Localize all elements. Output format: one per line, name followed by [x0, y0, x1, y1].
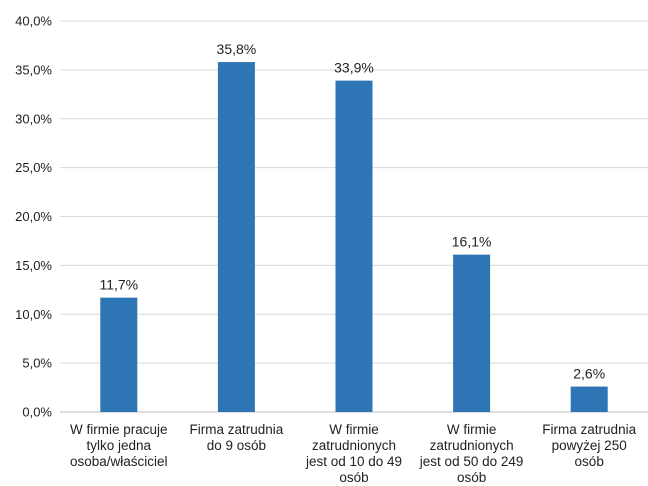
bar	[100, 297, 138, 412]
y-tick-label: 20,0%	[15, 209, 52, 224]
bar	[570, 386, 608, 412]
y-tick-label: 10,0%	[15, 307, 52, 322]
y-tick-label: 30,0%	[15, 111, 52, 126]
bar	[335, 80, 373, 412]
data-label: 16,1%	[452, 234, 492, 250]
x-tick-label: W firmie zatrudnionych jest od 50 do 249 os…	[419, 422, 524, 485]
x-tick-label: Firma zatrudnia powyżej 250 osób	[542, 422, 636, 469]
x-tick-label: Firma zatrudnia do 9 osób	[190, 422, 284, 453]
data-label: 35,8%	[217, 41, 257, 57]
y-tick-label: 25,0%	[15, 160, 52, 175]
x-tick-label: W firmie zatrudnionych jest od 10 do 49 osó…	[305, 422, 402, 485]
y-tick-label: 0,0%	[22, 405, 52, 420]
bars	[100, 62, 608, 413]
y-tick-label: 40,0%	[15, 14, 52, 29]
y-tick-label: 5,0%	[22, 356, 52, 371]
y-tick-label: 15,0%	[15, 258, 52, 273]
y-axis-tick-labels: 0,0% 5,0% 10,0% 15,0% 20,0% 25,0% 30,0% 35,0% 40…	[15, 14, 52, 420]
data-label: 33,9%	[334, 60, 374, 76]
data-label: 11,7%	[99, 277, 138, 293]
data-labels: 11,7% 35,8% 33,9% 16,1% 2,6%	[99, 41, 605, 382]
bar	[217, 62, 255, 413]
y-tick-label: 35,0%	[15, 62, 52, 77]
x-tick-label: W firmie pracuje tylko jedna osoba/właścic…	[70, 422, 168, 469]
bar	[453, 254, 491, 412]
data-label: 2,6%	[573, 366, 605, 382]
x-axis-category-labels: W firmie pracuje tylko jedna osoba/właścic…	[70, 422, 637, 485]
